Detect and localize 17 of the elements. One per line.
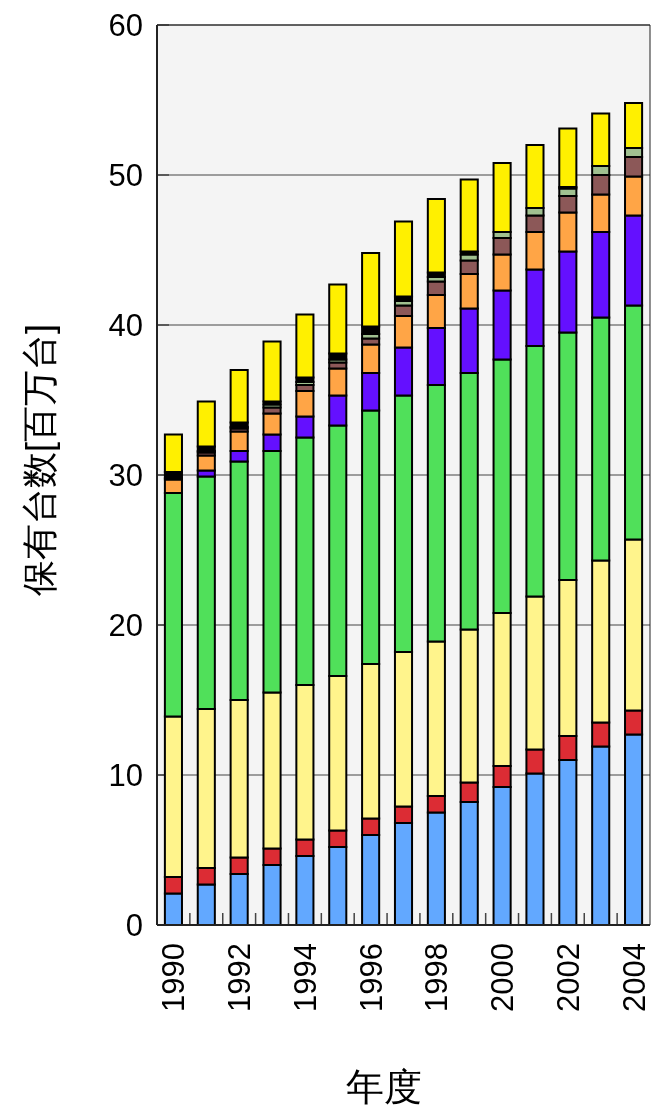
x-tick-label: 2002 [550, 943, 586, 1012]
x-tick-label: 1998 [419, 943, 455, 1012]
x-tick-label: 2004 [616, 943, 651, 1012]
y-tick-label: 20 [108, 608, 143, 643]
y-tick-label: 40 [108, 308, 143, 343]
x-axis-title: 年度 [345, 1066, 422, 1108]
y-tick-label: 30 [108, 458, 143, 493]
y-tick-label: 0 [125, 908, 143, 943]
x-tick-label: 1992 [222, 943, 258, 1012]
y-tick-label: 10 [108, 758, 143, 793]
x-tick-label: 1996 [353, 943, 389, 1012]
y-axis-title: 保有台数[百万台] [19, 323, 60, 597]
y-tick-label: 50 [108, 158, 143, 193]
x-tick-label: 1994 [287, 943, 323, 1012]
x-tick-label: 1990 [156, 943, 192, 1012]
x-tick-label: 2000 [485, 943, 521, 1012]
y-tick-label: 60 [108, 8, 143, 43]
